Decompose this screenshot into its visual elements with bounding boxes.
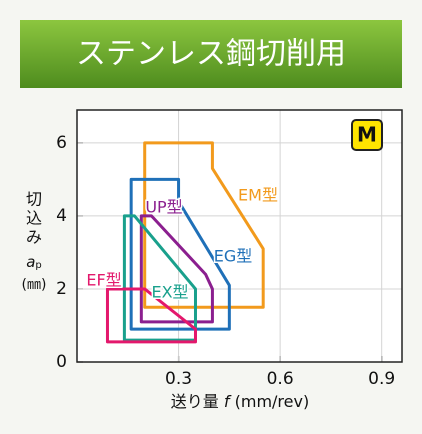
x-label-part: (mm/rev) — [230, 392, 310, 411]
badge-text: M — [357, 123, 377, 147]
x-label-part: f — [224, 392, 232, 411]
region-label: EF型 — [86, 271, 121, 290]
y-label-part: a — [26, 253, 35, 271]
x-axis-label: 送り量 f (mm/rev) — [171, 392, 309, 411]
y-label-part: 切 — [26, 190, 42, 209]
region-label: EG型 — [214, 247, 253, 266]
y-tick-label: 4 — [56, 206, 67, 226]
x-tick-label: 0.6 — [267, 369, 294, 389]
x-tick-label: 0.3 — [165, 369, 192, 389]
region-outline — [143, 141, 265, 309]
plot-frame — [76, 109, 403, 363]
y-tick-label: 0 — [56, 352, 67, 372]
y-label-part: み — [26, 228, 42, 247]
chart-title: ステンレス鋼切削用 — [76, 37, 346, 72]
y-label-part: 込 — [26, 209, 42, 228]
y-tick-label: 2 — [56, 279, 67, 299]
y-label-part: (㎜) — [22, 277, 47, 293]
region-outline — [122, 214, 197, 342]
badge-box — [351, 119, 383, 151]
y-label-part: p — [35, 260, 41, 271]
region-outline — [139, 214, 214, 324]
header-bar — [20, 20, 402, 88]
x-tick-label: 0.9 — [368, 369, 395, 389]
region-label: EM型 — [238, 186, 278, 205]
regions — [105, 141, 265, 344]
region-label: UP型 — [145, 198, 182, 217]
y-tick-label: 6 — [56, 133, 67, 153]
region-outline — [105, 287, 197, 344]
region-label: EX型 — [151, 283, 188, 302]
y-label-ap: ap — [26, 253, 42, 272]
region-outline — [129, 177, 231, 331]
x-label-part: 送り量 — [171, 392, 224, 411]
